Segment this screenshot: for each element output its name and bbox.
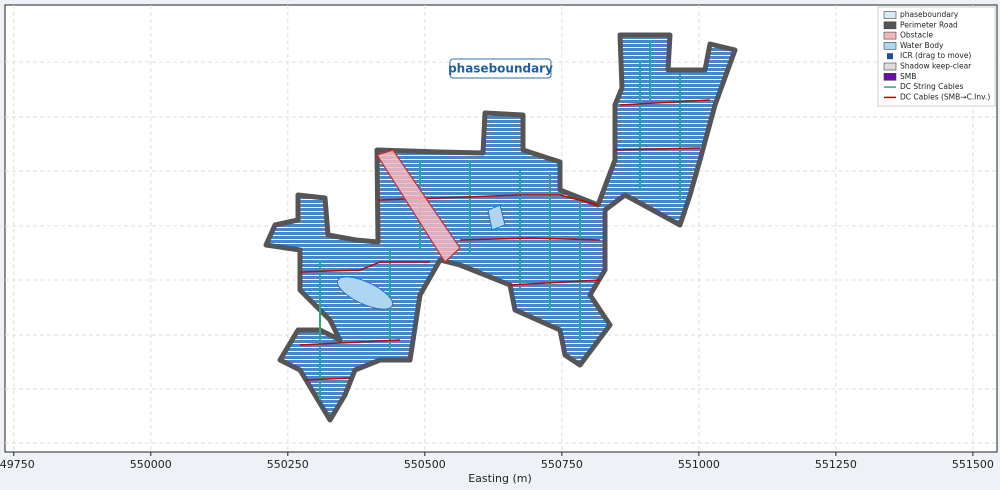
legend-swatch <box>883 42 897 50</box>
perimeter-road <box>263 32 738 423</box>
legend-swatch <box>887 53 893 60</box>
x-tick-label: 550250 <box>267 458 309 471</box>
x-tick-label: 551250 <box>815 458 857 471</box>
legend-label: phaseboundary <box>900 10 959 19</box>
legend-label: SMB <box>900 72 916 81</box>
y-grid <box>5 61 997 444</box>
water-body <box>487 204 506 231</box>
legend-label: Obstacle <box>900 31 933 40</box>
legend-label: Shadow keep-clear <box>900 62 972 71</box>
legend-swatch <box>883 21 897 30</box>
annotation: phaseboundary <box>448 62 553 76</box>
obstacle <box>376 149 461 263</box>
legend <box>877 6 996 107</box>
x-tick-label: 550500 <box>404 458 446 471</box>
legend-swatch <box>883 62 897 71</box>
annotation-box <box>449 58 552 79</box>
x-axis-label: Easting (m) <box>468 472 532 485</box>
x-tick-label: 551500 <box>952 458 994 471</box>
legend-label: Perimeter Road <box>900 20 958 29</box>
legend-label: DC String Cables <box>900 82 963 91</box>
x-tick-label: 550750 <box>541 458 583 471</box>
legend-label: DC Cables (SMB→C.Inv.) <box>900 92 990 101</box>
site-layout <box>263 32 738 423</box>
legend-swatch <box>883 73 897 81</box>
legend-swatch <box>883 11 897 19</box>
legend-label: Water Body <box>900 41 944 50</box>
x-tick-label: 549750 <box>0 458 35 471</box>
x-tick-label: 550000 <box>130 458 172 471</box>
water-body <box>336 276 394 310</box>
legend-swatch <box>883 31 897 40</box>
legend-label: ICR (drag to move) <box>900 51 971 60</box>
x-tick-label: 551000 <box>678 458 720 471</box>
